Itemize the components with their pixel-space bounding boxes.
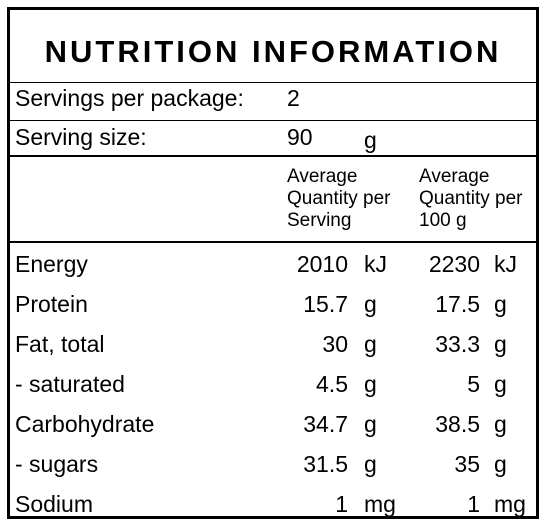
per-serving-value: 34.7 — [303, 411, 348, 437]
nutrient-name: - sugars — [15, 451, 99, 477]
per-100g-unit: g — [494, 371, 507, 397]
per-100g-unit: kJ — [494, 251, 517, 277]
per-serving-unit: g — [364, 411, 377, 437]
column-header-per-100g: Average Quantity per 100 g — [419, 166, 523, 232]
per-serving-unit: kJ — [364, 251, 387, 277]
per-100g-unit: mg — [494, 491, 526, 517]
column-header-line: Average — [287, 166, 358, 187]
header-bottom-divider — [10, 241, 536, 243]
per-serving-unit: g — [364, 451, 377, 477]
per-serving-unit: mg — [364, 491, 396, 517]
column-header-line: Serving — [287, 210, 352, 231]
per-serving-value: 31.5 — [303, 451, 348, 477]
per-serving-value: 15.7 — [303, 291, 348, 317]
table-row: Fat, total 30 g 33.3 g — [10, 324, 536, 364]
table-row: - sugars 31.5 g 35 g — [10, 444, 536, 484]
per-100g-unit: g — [494, 451, 507, 477]
per-100g-value: 35 — [454, 451, 480, 477]
per-serving-value: 4.5 — [316, 371, 348, 397]
table-row: Protein 15.7 g 17.5 g — [10, 284, 536, 324]
per-100g-unit: g — [494, 331, 507, 357]
serving-size-label: Serving size: — [15, 124, 147, 150]
nutrient-name: Carbohydrate — [15, 411, 155, 437]
panel-title: NUTRITION INFORMATION — [44, 34, 502, 69]
servings-value: 2 — [287, 85, 300, 111]
nutrient-name: Fat, total — [15, 331, 105, 357]
column-header-per-serving: Average Quantity per Serving — [287, 166, 391, 232]
servings-divider — [10, 120, 536, 121]
per-serving-unit: g — [364, 291, 377, 317]
per-serving-unit: g — [364, 331, 377, 357]
nutrition-panel: NUTRITION INFORMATION Servings per packa… — [7, 7, 539, 519]
column-header-line: 100 g — [419, 210, 467, 231]
nutrient-name: Protein — [15, 291, 88, 317]
column-header-line: Quantity per — [419, 188, 523, 209]
servings-label: Servings per package: — [15, 85, 244, 111]
table-row: Sodium 1 mg 1 mg — [10, 484, 536, 524]
per-serving-unit: g — [364, 371, 377, 397]
per-100g-value: 38.5 — [435, 411, 480, 437]
per-serving-value: 1 — [335, 491, 348, 517]
per-100g-value: 1 — [467, 491, 480, 517]
title-divider — [10, 82, 536, 83]
per-100g-unit: g — [494, 291, 507, 317]
per-100g-value: 17.5 — [435, 291, 480, 317]
serving-size-unit: g — [364, 127, 377, 153]
column-header-line: Average — [419, 166, 490, 187]
per-serving-value: 2010 — [296, 251, 348, 277]
table-row: - saturated 4.5 g 5 g — [10, 364, 536, 404]
table-row: Carbohydrate 34.7 g 38.5 g — [10, 404, 536, 444]
header-top-divider — [10, 155, 536, 157]
table-row: Energy 2010 kJ 2230 kJ — [10, 244, 536, 284]
nutrient-name: Energy — [15, 251, 88, 277]
per-serving-value: 30 — [322, 331, 348, 357]
serving-size-value: 90 — [287, 124, 313, 150]
per-100g-value: 2230 — [428, 251, 480, 277]
column-header-line: Quantity per — [287, 188, 391, 209]
nutrient-name: - saturated — [15, 371, 125, 397]
per-100g-value: 33.3 — [435, 331, 480, 357]
per-100g-value: 5 — [467, 371, 480, 397]
nutrient-name: Sodium — [15, 491, 93, 517]
per-100g-unit: g — [494, 411, 507, 437]
